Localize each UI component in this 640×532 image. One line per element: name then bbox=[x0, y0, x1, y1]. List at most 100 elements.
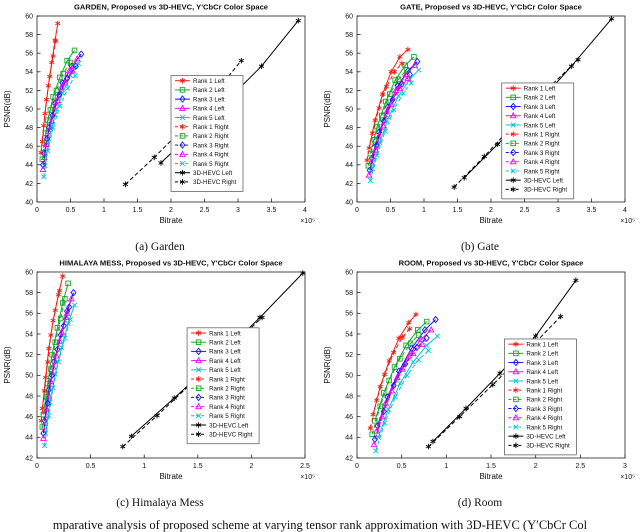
series-rank-1-left bbox=[366, 46, 411, 151]
series-rank-1-right bbox=[367, 326, 413, 431]
legend: Rank 1 Left Rank 2 Left Rank 3 Left Rank 4 … bbox=[186, 327, 260, 445]
svg-text:56: 56 bbox=[345, 51, 353, 58]
legend-label: Rank 4 Right bbox=[524, 159, 560, 166]
legend-label: Rank 4 Right bbox=[526, 415, 562, 422]
x-axis-exponent: ×10⁵ bbox=[300, 474, 315, 481]
svg-text:44: 44 bbox=[345, 162, 353, 169]
legend-label: Rank 4 Left bbox=[526, 369, 558, 376]
legend-label: Rank 3 Right bbox=[526, 406, 562, 413]
legend-label: Rank 1 Left bbox=[193, 78, 225, 85]
y-axis-label: PSNR(dB) bbox=[323, 90, 332, 128]
chart-title: GATE, Proposed vs 3D-HEVC, Y'CbCr Color … bbox=[400, 3, 582, 12]
svg-text:50: 50 bbox=[345, 106, 353, 113]
svg-text:58: 58 bbox=[25, 32, 33, 39]
svg-text:1.5: 1.5 bbox=[133, 207, 143, 214]
series-rank-4-right bbox=[370, 340, 426, 448]
chart-room: 0 0.5 1 1.5 2 2.5 3 42 44 46 48 50 52 54 56 58 60 ROOM, P… bbox=[323, 259, 635, 482]
legend-label: Rank 4 Left bbox=[193, 106, 225, 113]
svg-text:42: 42 bbox=[345, 181, 353, 188]
series-rank-1-left bbox=[370, 311, 419, 418]
legend-label: Rank 5 Right bbox=[526, 424, 562, 431]
legend-label: Rank 2 Right bbox=[526, 397, 562, 404]
legend-label: Rank 2 Left bbox=[193, 87, 225, 94]
svg-text:0.5: 0.5 bbox=[397, 463, 407, 470]
svg-text:0.5: 0.5 bbox=[386, 207, 396, 214]
svg-text:0.5: 0.5 bbox=[66, 207, 76, 214]
plot-axes: 0 0.5 1 1.5 2 2.5 3 3.5 4 40 42 44 46 48 50 52 54 56 58 60 bbox=[345, 13, 627, 214]
svg-text:48: 48 bbox=[345, 393, 353, 400]
svg-text:0.5: 0.5 bbox=[86, 463, 96, 470]
x-axis-label: Bitrate bbox=[159, 216, 183, 225]
chart-himalaya-mess: 0 0.5 1 1.5 2 2.5 42 44 46 48 50 52 54 56 58 60 HIMALAYA… bbox=[3, 259, 315, 482]
svg-text:50: 50 bbox=[345, 373, 353, 380]
legend-label: Rank 3 Right bbox=[193, 142, 229, 149]
svg-text:0: 0 bbox=[35, 207, 39, 214]
legend-label: Rank 4 Left bbox=[209, 358, 241, 365]
svg-text:1: 1 bbox=[444, 463, 448, 470]
plot-series bbox=[367, 277, 579, 454]
legend-label: Rank 1 Right bbox=[526, 387, 562, 394]
legend-label: Rank 2 Right bbox=[524, 141, 560, 148]
svg-text:3.5: 3.5 bbox=[267, 207, 277, 214]
svg-text:3.5: 3.5 bbox=[587, 207, 597, 214]
svg-text:42: 42 bbox=[345, 455, 353, 462]
series-rank-5-right bbox=[41, 72, 78, 180]
x-axis-exponent: ×10⁵ bbox=[300, 218, 315, 225]
svg-text:44: 44 bbox=[345, 435, 353, 442]
legend-label: Rank 4 Right bbox=[209, 404, 245, 411]
chart-panel-garden: 0 0.5 1 1.5 2 2.5 3 3.5 4 40 42 44 46 48 50 52 54 56 58 60 G… bbox=[0, 0, 320, 256]
chart-title: HIMALAYA MESS, Proposed vs 3D-HEVC, Y'Cb… bbox=[59, 259, 282, 268]
svg-text:52: 52 bbox=[345, 352, 353, 359]
chart-panel-gate: 0 0.5 1 1.5 2 2.5 3 3.5 4 40 42 44 46 48 50 52 54 56 58 60 G… bbox=[320, 0, 640, 256]
svg-text:58: 58 bbox=[345, 32, 353, 39]
svg-text:42: 42 bbox=[25, 181, 33, 188]
svg-text:54: 54 bbox=[25, 331, 33, 338]
svg-text:0: 0 bbox=[35, 463, 39, 470]
x-axis-label: Bitrate bbox=[479, 472, 503, 481]
x-axis-exponent: ×10⁵ bbox=[620, 474, 635, 481]
chart-title: GARDEN, Proposed vs 3D-HEVC, Y'CbCr Colo… bbox=[74, 3, 268, 12]
legend-label: 3D-HEVC Right bbox=[209, 432, 253, 439]
svg-text:44: 44 bbox=[25, 435, 33, 442]
legend-label: Rank 5 Right bbox=[524, 168, 560, 175]
series-rank-1-right bbox=[364, 60, 405, 163]
legend-label: 3D-HEVC Left bbox=[524, 177, 563, 184]
svg-text:1: 1 bbox=[142, 463, 146, 470]
svg-text:0: 0 bbox=[355, 463, 359, 470]
svg-text:50: 50 bbox=[25, 106, 33, 113]
svg-text:3: 3 bbox=[623, 463, 627, 470]
legend-label: Rank 4 Left bbox=[524, 113, 556, 120]
svg-text:2.5: 2.5 bbox=[200, 207, 210, 214]
svg-text:46: 46 bbox=[25, 414, 33, 421]
legend-label: Rank 5 Right bbox=[209, 413, 245, 420]
svg-text:46: 46 bbox=[25, 144, 33, 151]
svg-text:50: 50 bbox=[25, 373, 33, 380]
subcaption-room: (d) Room bbox=[457, 497, 503, 509]
svg-text:2.5: 2.5 bbox=[300, 463, 310, 470]
legend-label: Rank 2 Right bbox=[209, 386, 245, 393]
svg-text:2: 2 bbox=[534, 463, 538, 470]
legend: Rank 1 Left Rank 2 Left Rank 3 Left Rank 4 … bbox=[503, 338, 577, 456]
svg-text:48: 48 bbox=[345, 125, 353, 132]
svg-text:54: 54 bbox=[345, 69, 353, 76]
legend-label: 3D-HEVC Right bbox=[193, 179, 237, 186]
legend-label: Rank 2 Left bbox=[526, 351, 558, 358]
svg-text:0: 0 bbox=[355, 207, 359, 214]
series-rank-5-right bbox=[373, 347, 432, 454]
svg-text:56: 56 bbox=[25, 311, 33, 318]
svg-text:56: 56 bbox=[345, 311, 353, 318]
subcaption-garden: (a) Garden bbox=[135, 241, 185, 253]
series-rank-4-right bbox=[365, 74, 412, 178]
y-axis-label: PSNR(dB) bbox=[3, 90, 12, 128]
chart-panel-himalaya-mess: 0 0.5 1 1.5 2 2.5 42 44 46 48 50 52 54 56 58 60 HIMALAYA… bbox=[0, 256, 320, 512]
svg-text:1.5: 1.5 bbox=[486, 463, 496, 470]
svg-text:2: 2 bbox=[249, 463, 253, 470]
subcaption-gate: (b) Gate bbox=[461, 241, 499, 253]
series-rank-5-left bbox=[375, 333, 441, 440]
legend-label: 3D-HEVC Right bbox=[524, 187, 568, 194]
svg-text:52: 52 bbox=[25, 352, 33, 359]
legend-label: Rank 1 Left bbox=[526, 341, 558, 348]
svg-text:40: 40 bbox=[25, 199, 33, 206]
svg-text:60: 60 bbox=[25, 269, 33, 276]
